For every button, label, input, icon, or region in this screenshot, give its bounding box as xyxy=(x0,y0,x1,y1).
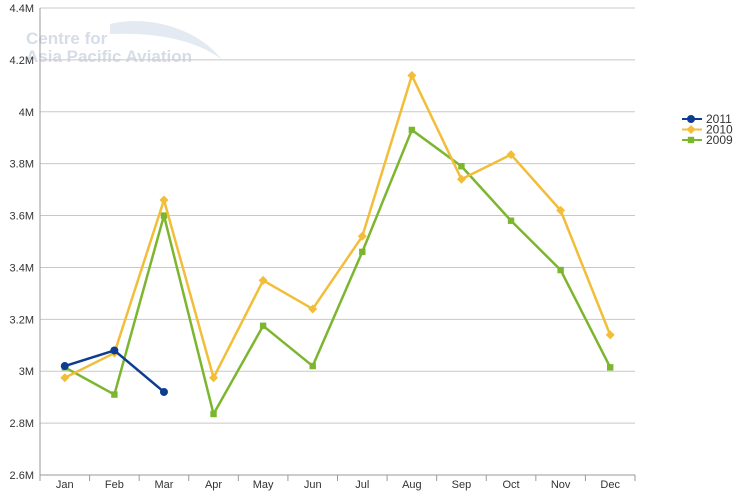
legend-swatch-marker[interactable] xyxy=(686,125,696,134)
x-tick-label: Sep xyxy=(452,479,472,491)
legend-label: 2011 xyxy=(706,112,732,126)
watermark-swoosh xyxy=(110,21,222,60)
data-point-2009[interactable] xyxy=(259,322,267,330)
y-tick-label: 2.8M xyxy=(10,418,34,430)
data-point-2011[interactable] xyxy=(60,362,69,371)
legend-label: 2009 xyxy=(706,133,733,147)
data-point-2009[interactable] xyxy=(359,248,366,256)
data-point-2009[interactable] xyxy=(160,212,168,219)
data-point-2010[interactable] xyxy=(556,205,566,215)
y-tick-label: 4.2M xyxy=(10,55,34,67)
y-tick-label: 4.4M xyxy=(10,3,34,15)
data-point-2009[interactable] xyxy=(408,126,416,134)
x-tick-label: Dec xyxy=(600,479,620,491)
watermark-logo: Centre for Asia Pacific Aviation xyxy=(26,21,222,66)
data-point-2010[interactable] xyxy=(506,150,516,160)
y-tick-label: 3.4M xyxy=(10,262,34,274)
x-tick-label: Feb xyxy=(105,479,124,491)
y-axis-ticks: 2.6M 2.8M 3M 3.2M 3.4M 3.6M 3.8M 4M 4.2M 4.4M xyxy=(10,3,34,482)
data-point-2011[interactable] xyxy=(159,387,168,396)
data-point-2010[interactable] xyxy=(456,174,466,184)
data-point-2009[interactable] xyxy=(111,391,118,398)
data-point-2009[interactable] xyxy=(458,163,465,170)
series-line-2010 xyxy=(64,74,612,379)
watermark-line2: Asia Pacific Aviation xyxy=(26,47,192,66)
y-tick-label: 2.6M xyxy=(10,470,34,482)
x-axis-ticks: Jan Feb Mar Apr May Jun Jul Aug Sep Oct Nov Dec xyxy=(39,475,636,491)
y-tick-label: 3M xyxy=(19,366,34,378)
data-point-2010[interactable] xyxy=(357,231,367,241)
y-tick-label: 3.8M xyxy=(10,159,34,171)
data-point-2011[interactable] xyxy=(110,346,119,355)
data-point-2010[interactable] xyxy=(60,373,70,383)
legend-swatch-marker[interactable] xyxy=(687,136,695,144)
x-tick-label: Oct xyxy=(502,479,519,491)
legend-label: 2010 xyxy=(706,123,733,137)
x-tick-label: Jan xyxy=(56,479,74,491)
series-line-2009 xyxy=(64,128,612,416)
x-tick-label: Jul xyxy=(355,479,369,491)
y-tick-label: 3.2M xyxy=(10,314,34,326)
legend-item-2010[interactable]: 2010 xyxy=(682,123,733,137)
y-tick-label: 3.6M xyxy=(10,211,34,223)
data-point-2009[interactable] xyxy=(309,362,316,370)
series-2011 xyxy=(60,346,168,396)
data-point-2010[interactable] xyxy=(258,275,268,285)
grid-lines xyxy=(40,7,635,476)
legend-item-2011[interactable]: 2011 xyxy=(682,112,732,126)
watermark-line1: Centre for xyxy=(26,29,108,48)
legend-swatch-marker[interactable] xyxy=(687,115,695,123)
data-point-2010[interactable] xyxy=(159,195,169,205)
x-tick-label: Jun xyxy=(304,479,322,491)
series-2010 xyxy=(60,70,615,383)
y-tick-label: 4M xyxy=(19,107,34,119)
data-point-2009[interactable] xyxy=(210,410,217,418)
data-point-2010[interactable] xyxy=(407,70,417,80)
series-group xyxy=(60,70,615,418)
data-point-2010[interactable] xyxy=(605,330,615,340)
data-point-2009[interactable] xyxy=(557,266,564,274)
x-tick-label: Nov xyxy=(551,479,571,491)
x-tick-label: Mar xyxy=(154,479,173,491)
data-point-2009[interactable] xyxy=(607,364,614,371)
x-tick-label: May xyxy=(253,479,274,491)
data-point-2010[interactable] xyxy=(209,373,219,383)
data-point-2010[interactable] xyxy=(308,304,318,314)
axes xyxy=(39,8,635,476)
x-tick-label: Aug xyxy=(402,479,422,491)
data-point-2009[interactable] xyxy=(507,217,515,224)
legend-item-2009[interactable]: 2009 xyxy=(682,133,733,147)
x-tick-label: Apr xyxy=(205,479,222,491)
